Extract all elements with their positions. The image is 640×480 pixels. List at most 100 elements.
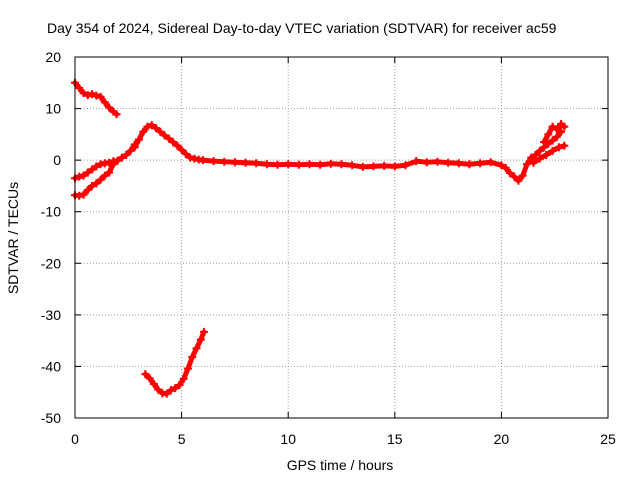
data-point [412, 157, 421, 166]
data-point [134, 135, 143, 144]
data-point [96, 92, 105, 101]
data-point [149, 379, 158, 388]
series-arc-main [130, 121, 566, 185]
data-point [112, 110, 121, 119]
data-point [83, 186, 92, 195]
data-point [527, 153, 536, 162]
series-arc-late-upper [540, 120, 569, 147]
data-point [126, 146, 135, 155]
data-point [154, 385, 163, 394]
data-point [199, 327, 208, 336]
data-point [390, 162, 399, 171]
y-axis-label: SDTVAR / TECUs [5, 182, 21, 294]
data-point [501, 163, 510, 172]
data-point [510, 172, 519, 181]
data-point [535, 154, 544, 163]
chart-title: Day 354 of 2024, Sidereal Day-to-day VTE… [47, 20, 557, 36]
data-point [160, 131, 169, 140]
data-point [401, 161, 410, 170]
data-point [529, 158, 538, 167]
data-point [88, 181, 97, 190]
data-point [369, 162, 378, 171]
tick-labels: 0 5 10 15 20 25 20 10 0 -10 -20 -30 -40 -50 [41, 49, 616, 447]
data-point [552, 132, 561, 141]
data-point [96, 175, 105, 184]
data-point [171, 384, 180, 393]
data-point [540, 138, 549, 147]
plot-frame [74, 56, 609, 419]
data-point [273, 160, 282, 169]
data-point [145, 374, 154, 383]
data-point [348, 161, 357, 170]
x-tick-label: 0 [71, 431, 79, 447]
data-point [79, 190, 88, 199]
data-point [79, 171, 88, 180]
series-arc-low [141, 327, 208, 398]
series-arc-early-high [71, 78, 121, 119]
data-point [454, 159, 463, 168]
data-point [92, 162, 101, 171]
data-point [188, 353, 197, 362]
axis-ticks [74, 56, 609, 419]
y-tick-label: -20 [41, 255, 61, 271]
data-point [105, 103, 114, 112]
x-axis-label: GPS time / hours [287, 457, 394, 473]
data-point [305, 160, 314, 169]
data-point [186, 153, 195, 162]
data-point [476, 159, 485, 168]
data-point [83, 91, 92, 100]
data-point [96, 160, 105, 169]
data-point [196, 335, 205, 344]
x-tick-label: 20 [494, 431, 510, 447]
data-point [109, 160, 118, 169]
data-point [75, 83, 84, 92]
data-point [542, 150, 551, 159]
data-point [548, 122, 557, 131]
data-point [557, 127, 566, 136]
data-point [209, 157, 218, 166]
data-point [169, 138, 178, 147]
data-point [380, 161, 389, 170]
data-point [316, 160, 325, 169]
data-point [358, 162, 367, 171]
data-point [544, 130, 553, 139]
data-point [88, 165, 97, 174]
data-point [156, 127, 165, 136]
data-point [560, 122, 569, 131]
data-point [505, 169, 514, 178]
data-point [92, 179, 101, 188]
data-point [100, 98, 109, 107]
data-point [262, 160, 271, 169]
y-tick-label: 10 [45, 101, 61, 117]
data-point [117, 153, 126, 162]
data-point [88, 90, 97, 99]
data-point [422, 158, 431, 167]
data-point [100, 171, 109, 180]
x-tick-label: 10 [280, 431, 296, 447]
x-tick-label: 15 [387, 431, 403, 447]
data-point [181, 149, 190, 158]
data-point [147, 121, 156, 130]
data-point [79, 89, 88, 98]
data-point [497, 161, 506, 170]
data-point [294, 160, 303, 169]
data-point [179, 374, 188, 383]
data-point [173, 141, 182, 150]
data-point [220, 157, 229, 166]
data-point [183, 364, 192, 373]
data-point [83, 168, 92, 177]
data-point [531, 150, 540, 159]
data-point [548, 136, 557, 145]
data-point [522, 160, 531, 169]
data-point [141, 370, 150, 379]
data-point [337, 160, 346, 169]
y-tick-label: -30 [41, 307, 61, 323]
y-tick-label: 20 [45, 49, 61, 65]
data-point [552, 125, 561, 134]
data-point [92, 91, 101, 100]
data-point [162, 389, 171, 398]
data-point [139, 127, 148, 136]
data-point [241, 158, 250, 167]
grid-lines [75, 57, 608, 418]
